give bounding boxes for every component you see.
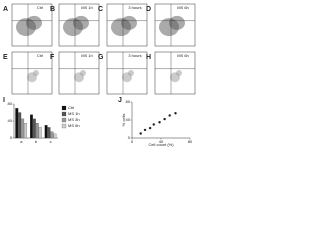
- legend-label: MS 6h: [68, 123, 80, 128]
- bar: [50, 131, 54, 139]
- point: [163, 117, 166, 121]
- bar: [47, 127, 51, 139]
- panel-label: H: [146, 54, 151, 61]
- page: A Ctrl B MS 1h C 3 hours D MS 6h E Ctrl F MS 1h G 3 h…: [0, 0, 200, 148]
- panel-label: A: [3, 6, 8, 13]
- cell-cloud: [73, 15, 89, 30]
- legend-label: Ctrl: [68, 105, 74, 110]
- point: [139, 132, 142, 135]
- cell-cloud: [121, 15, 137, 30]
- y-tick-label: 80: [126, 99, 131, 104]
- panel-title: 3 hours: [128, 53, 141, 58]
- panel-title: Ctrl: [37, 5, 43, 10]
- bar: [44, 125, 48, 139]
- y-tick-label: 40: [8, 118, 13, 123]
- legend-swatch: [61, 123, 67, 129]
- bar: [30, 114, 33, 139]
- cell-cloud: [176, 70, 182, 76]
- panel-label: B: [50, 6, 55, 13]
- point: [143, 128, 147, 132]
- panel-label: F: [50, 54, 55, 61]
- bar: [32, 118, 36, 139]
- x-axis-label: Cell count (%): [148, 142, 174, 147]
- panel-label: I: [3, 97, 5, 104]
- x-tick-label: 40: [159, 139, 164, 144]
- cell-cloud: [80, 70, 86, 76]
- panel-title: Ctrl: [37, 53, 43, 58]
- point: [152, 123, 155, 126]
- x-tick-label: 0: [131, 139, 134, 144]
- panel-title: MS 6h: [177, 53, 189, 58]
- x-tick-label: c: [50, 139, 52, 144]
- panel-label: D: [146, 6, 151, 13]
- legend-swatch: [61, 111, 67, 117]
- legend-swatch: [61, 105, 67, 111]
- cell-cloud: [26, 15, 42, 30]
- y-tick-label: 80: [8, 101, 13, 106]
- bar: [18, 112, 22, 139]
- bar: [35, 123, 39, 139]
- cell-cloud: [169, 15, 185, 30]
- panel-label: C: [98, 6, 103, 13]
- panel-label: J: [118, 97, 122, 104]
- y-axis-label: % cells: [121, 114, 126, 127]
- bar: [15, 108, 19, 139]
- point: [174, 112, 177, 115]
- bar: [38, 127, 42, 139]
- point: [158, 121, 161, 124]
- panel-label: E: [3, 54, 8, 61]
- panel-label: G: [98, 54, 104, 61]
- point: [148, 126, 152, 130]
- panel-title: MS 1h: [81, 53, 93, 58]
- legend-label: MS 3h: [68, 117, 80, 122]
- panel-title: 3 hours: [128, 5, 141, 10]
- figure: A Ctrl B MS 1h C 3 hours D MS 6h E Ctrl F MS 1h G 3 h…: [3, 3, 196, 147]
- cell-cloud: [33, 70, 39, 76]
- bar: [21, 118, 25, 139]
- x-tick-label: 80: [188, 139, 193, 144]
- cell-cloud: [128, 70, 134, 76]
- bar: [53, 133, 57, 139]
- legend-label: MS 1h: [68, 111, 80, 116]
- legend-swatch: [61, 117, 67, 123]
- x-tick-label: a: [20, 139, 23, 144]
- panel-title: MS 1h: [81, 5, 93, 10]
- y-tick-label: 0: [128, 135, 131, 140]
- bar: [24, 123, 28, 139]
- y-tick-label: 0: [10, 135, 13, 140]
- panel-title: MS 6h: [177, 5, 189, 10]
- point: [168, 114, 171, 117]
- y-tick-label: 40: [126, 117, 131, 122]
- x-tick-label: b: [35, 139, 38, 144]
